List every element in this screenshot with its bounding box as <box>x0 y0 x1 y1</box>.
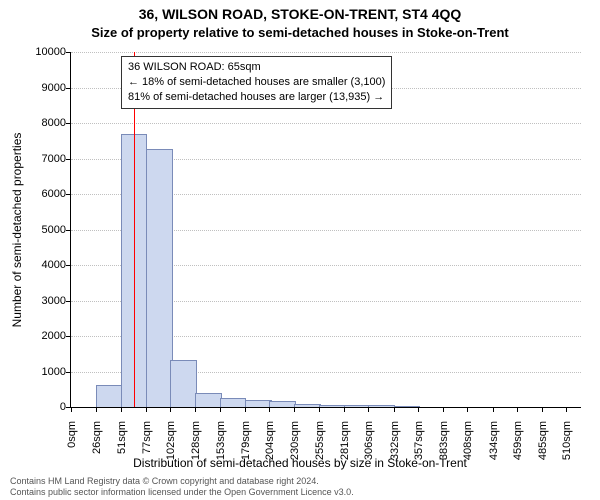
histogram-bar <box>294 404 321 407</box>
ytick-mark <box>66 159 71 160</box>
xtick-mark <box>319 407 320 412</box>
ytick-mark <box>66 123 71 124</box>
annotation-box: 36 WILSON ROAD: 65sqm ← 18% of semi-deta… <box>121 56 392 109</box>
xtick-mark <box>121 407 122 412</box>
ytick-label: 7000 <box>16 153 66 165</box>
xtick-mark <box>269 407 270 412</box>
histogram-bar <box>195 393 222 407</box>
xtick-mark <box>195 407 196 412</box>
xtick-mark <box>294 407 295 412</box>
ytick-label: 4000 <box>16 259 66 271</box>
xtick-mark <box>245 407 246 412</box>
xtick-mark <box>542 407 543 412</box>
x-axis-label: Distribution of semi-detached houses by … <box>0 456 600 470</box>
ytick-label: 3000 <box>16 295 66 307</box>
xtick-mark <box>170 407 171 412</box>
ytick-label: 8000 <box>16 117 66 129</box>
ytick-mark <box>66 301 71 302</box>
histogram-bar <box>220 398 247 407</box>
ytick-label: 1000 <box>16 366 66 378</box>
histogram-bar <box>394 406 421 407</box>
xtick-mark <box>220 407 221 412</box>
xtick-mark <box>493 407 494 412</box>
xtick-mark <box>146 407 147 412</box>
ytick-label: 6000 <box>16 188 66 200</box>
ytick-label: 0 <box>16 401 66 413</box>
histogram-bar <box>146 149 173 407</box>
chart-container: 36, WILSON ROAD, STOKE-ON-TRENT, ST4 4QQ… <box>0 0 600 500</box>
ytick-mark <box>66 52 71 53</box>
histogram-bar <box>344 405 371 407</box>
footnote-line1: Contains HM Land Registry data © Crown c… <box>10 476 354 487</box>
ytick-mark <box>66 336 71 337</box>
ytick-mark <box>66 230 71 231</box>
histogram-bar <box>269 401 296 407</box>
ytick-mark <box>66 372 71 373</box>
ytick-label: 9000 <box>16 82 66 94</box>
annotation-line2: ← 18% of semi-detached houses are smalle… <box>128 75 385 90</box>
xtick-mark <box>344 407 345 412</box>
xtick-mark <box>394 407 395 412</box>
plot-area: 36 WILSON ROAD: 65sqm ← 18% of semi-deta… <box>70 52 581 408</box>
xtick-mark <box>517 407 518 412</box>
histogram-bar <box>245 400 272 407</box>
xtick-mark <box>71 407 72 412</box>
ytick-label: 5000 <box>16 224 66 236</box>
xtick-mark <box>443 407 444 412</box>
ytick-mark <box>66 88 71 89</box>
histogram-bar <box>368 405 395 407</box>
ytick-mark <box>66 194 71 195</box>
xtick-mark <box>418 407 419 412</box>
xtick-mark <box>96 407 97 412</box>
xtick-mark <box>368 407 369 412</box>
chart-title: 36, WILSON ROAD, STOKE-ON-TRENT, ST4 4QQ <box>0 6 600 22</box>
footnote-line2: Contains public sector information licen… <box>10 487 354 498</box>
ytick-mark <box>66 265 71 266</box>
chart-subtitle: Size of property relative to semi-detach… <box>0 25 600 40</box>
histogram-bar <box>96 385 123 407</box>
ytick-label: 10000 <box>16 46 66 58</box>
footnote: Contains HM Land Registry data © Crown c… <box>10 476 354 498</box>
histogram-bar <box>170 360 197 407</box>
xtick-mark <box>566 407 567 412</box>
ytick-label: 2000 <box>16 330 66 342</box>
annotation-line3: 81% of semi-detached houses are larger (… <box>128 90 385 105</box>
gridline <box>71 52 581 53</box>
histogram-bar <box>319 405 346 407</box>
xtick-mark <box>467 407 468 412</box>
annotation-line1: 36 WILSON ROAD: 65sqm <box>128 60 385 75</box>
gridline <box>71 123 581 124</box>
